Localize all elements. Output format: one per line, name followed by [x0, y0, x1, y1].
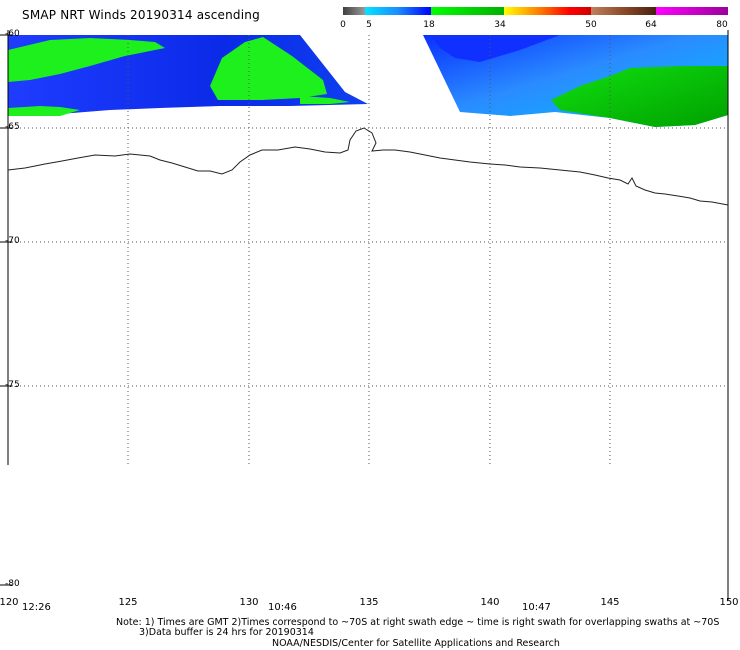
- colorbar-tick-label: 50: [585, 20, 597, 30]
- swath-left-green-band: [8, 38, 165, 82]
- map-frame: [0, 30, 729, 600]
- swath-time-label: 10:46: [268, 602, 297, 613]
- swath-right-deep-blue: [430, 35, 560, 62]
- lat-label: -60: [5, 29, 20, 39]
- swath-right-green-patch: [551, 66, 728, 127]
- swath-left-green-patch: [210, 37, 327, 100]
- lon-label: 120: [0, 597, 19, 608]
- lon-label: 130: [239, 597, 259, 608]
- colorbar-segment-storm: [591, 7, 656, 15]
- colorbar-tick-label: 5: [366, 20, 372, 30]
- lon-label: 125: [118, 597, 138, 608]
- colorbar-tick-label: 80: [716, 20, 728, 30]
- colorbar-segment-calm: [343, 7, 365, 15]
- lat-label: -80: [5, 579, 20, 589]
- lat-label: -65: [5, 122, 20, 132]
- footnote-line-2: 3)Data buffer is 24 hrs for 20190314: [139, 627, 314, 638]
- wind-swath-right: [423, 35, 728, 127]
- lon-label: 140: [480, 597, 500, 608]
- swath-left-green-edge: [8, 106, 80, 116]
- swath-time-label: 10:47: [522, 602, 551, 613]
- footnote-credit: NOAA/NESDIS/Center for Satellite Applica…: [272, 638, 560, 649]
- graticule: [8, 35, 728, 465]
- colorbar-segment-high: [504, 7, 591, 15]
- colorbar-segment-hurricane: [656, 7, 728, 15]
- lon-label: 145: [600, 597, 620, 608]
- colorbar-tick-label: 18: [423, 20, 435, 30]
- map-title: SMAP NRT Winds 20190314 ascending: [22, 8, 260, 22]
- lon-label: 150: [719, 597, 739, 608]
- colorbar-segment-moderate: [431, 7, 504, 15]
- colorbar-tick-label: 0: [340, 20, 346, 30]
- wind-swath-left: [8, 35, 368, 116]
- footnote-line-1: Note: 1) Times are GMT 2)Times correspon…: [116, 617, 720, 628]
- lon-label: 135: [359, 597, 379, 608]
- antarctic-coastline: [7, 127, 729, 206]
- colorbar-tick-label: 64: [645, 20, 657, 30]
- colorbar-segment-low: [365, 7, 431, 15]
- lat-label: -70: [5, 236, 20, 246]
- lat-label: -75: [5, 380, 20, 390]
- colorbar-tick-label: 34: [494, 20, 506, 30]
- swath-time-label: 12:26: [22, 602, 51, 613]
- swath-left-green-strip: [300, 96, 350, 104]
